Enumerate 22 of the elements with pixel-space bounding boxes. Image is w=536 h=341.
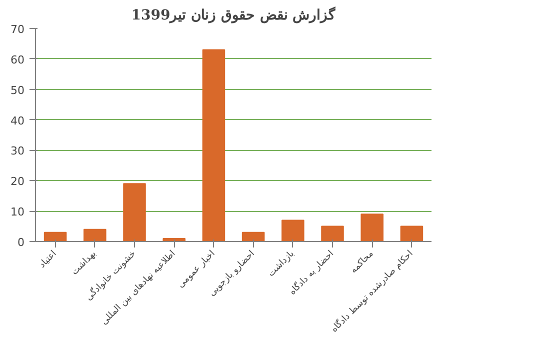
y-tick-label: 50 — [10, 84, 25, 97]
x-tick-label: بازداشت — [266, 248, 296, 279]
x-tick-label: بهداشت — [70, 248, 98, 278]
y-tick-label: 20 — [10, 175, 25, 188]
y-tick-label: 40 — [10, 114, 25, 128]
bar — [84, 228, 106, 242]
x-tick-label: اخبار عمومی — [176, 248, 218, 290]
bar — [282, 220, 304, 242]
y-tick-label: 10 — [10, 206, 25, 219]
bar — [242, 232, 265, 242]
y-tick-label: 60 — [10, 53, 25, 66]
chart-title: گزارش نقض حقوق زنان تیر1399 — [131, 6, 336, 24]
y-tick-label: 70 — [10, 23, 25, 36]
bar — [321, 226, 344, 242]
x-tick-label: اعتیاد — [38, 248, 59, 270]
y-tick-label: 0 — [18, 236, 24, 249]
bar — [123, 183, 146, 242]
bar — [360, 214, 384, 242]
y-tick-label: 30 — [10, 144, 25, 158]
bar — [202, 49, 226, 242]
bar — [44, 232, 67, 242]
bar — [400, 226, 424, 242]
